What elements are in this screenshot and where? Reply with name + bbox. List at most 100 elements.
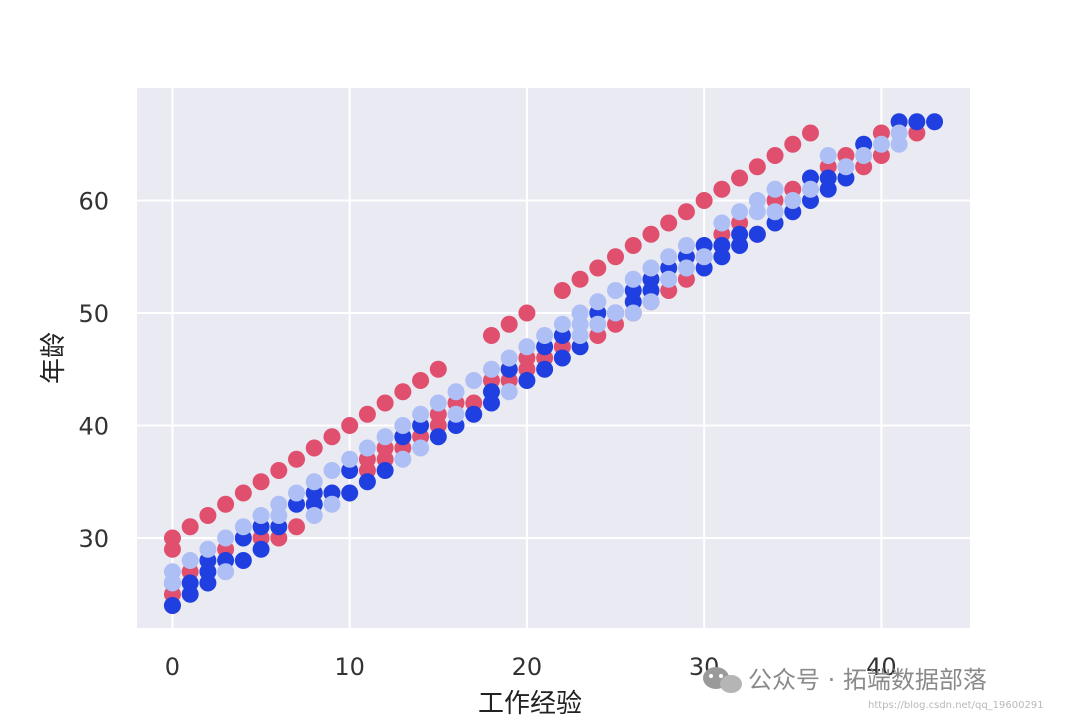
data-point-series-3 [607, 304, 625, 322]
data-point-series-2 [341, 484, 359, 502]
data-point-series-3 [270, 507, 288, 524]
data-point-series-2 [429, 428, 447, 446]
data-point-series-3 [536, 327, 554, 344]
x-tick-label: 0 [165, 653, 180, 681]
data-point-series-3 [500, 383, 518, 401]
data-point-series-3 [766, 203, 784, 221]
watermark-label: 公众号 · 拓端数据部落 [748, 666, 987, 694]
data-point-series-3 [323, 495, 341, 513]
data-point-series-3 [394, 417, 412, 434]
data-point-series-3 [217, 529, 235, 547]
data-point-series-1 [181, 518, 199, 536]
x-axis-label: 工作经验 [478, 689, 582, 719]
data-point-series-1 [429, 360, 447, 378]
data-point-series-1 [624, 237, 642, 254]
y-tick-label: 40 [78, 413, 109, 441]
x-tick-label: 10 [334, 653, 365, 681]
data-point-series-3 [234, 518, 252, 536]
data-point-series-1 [163, 540, 181, 558]
data-point-series-1 [358, 405, 376, 423]
data-point-series-3 [660, 248, 678, 266]
data-point-series-3 [429, 394, 447, 412]
data-point-series-1 [677, 203, 695, 221]
data-point-series-3 [624, 270, 642, 288]
data-point-series-3 [872, 135, 890, 153]
y-tick-label: 50 [78, 300, 109, 328]
data-points [163, 113, 944, 614]
data-point-series-3 [217, 563, 235, 581]
data-point-series-3 [305, 473, 323, 491]
data-point-series-3 [199, 540, 217, 558]
data-point-series-1 [199, 507, 217, 524]
data-point-series-3 [500, 349, 518, 367]
data-point-series-3 [890, 135, 908, 153]
data-point-series-2 [252, 540, 270, 558]
data-point-series-2 [518, 372, 536, 389]
data-point-series-3 [341, 450, 359, 468]
data-point-series-3 [553, 315, 571, 333]
data-point-series-1 [412, 372, 430, 389]
data-point-series-3 [784, 192, 802, 209]
data-point-series-1 [394, 383, 412, 401]
data-point-series-3 [376, 428, 394, 446]
data-point-series-1 [801, 124, 819, 142]
data-point-series-1 [553, 282, 571, 299]
data-point-series-3 [288, 484, 306, 502]
data-point-series-2 [376, 462, 394, 479]
data-point-series-3 [323, 462, 341, 479]
data-point-series-3 [447, 383, 465, 401]
data-point-series-3 [766, 180, 784, 198]
data-point-series-2 [926, 113, 944, 131]
data-point-series-3 [642, 259, 660, 277]
data-point-series-1 [607, 248, 625, 266]
watermark-url: https://blog.csdn.net/qq_19600291 [868, 700, 1044, 711]
data-point-series-3 [252, 507, 270, 524]
data-point-series-1 [305, 439, 323, 457]
data-point-series-2 [819, 180, 837, 198]
data-point-series-1 [217, 495, 235, 513]
data-point-series-1 [288, 518, 306, 536]
watermark: 公众号 · 拓端数据部落 https://blog.csdn.net/qq_19… [703, 666, 1044, 711]
x-tick-label: 20 [512, 653, 543, 681]
data-point-series-2 [465, 405, 483, 423]
data-point-series-2 [731, 237, 749, 254]
data-point-series-2 [358, 473, 376, 491]
data-point-series-1 [731, 169, 749, 187]
data-point-series-3 [837, 158, 855, 176]
data-point-series-3 [465, 372, 483, 389]
data-point-series-2 [536, 360, 554, 378]
data-point-series-3 [607, 282, 625, 299]
data-point-series-3 [731, 203, 749, 221]
data-point-series-1 [518, 304, 536, 322]
data-point-series-3 [305, 507, 323, 524]
data-point-series-3 [819, 147, 837, 164]
data-point-series-3 [801, 180, 819, 198]
data-point-series-3 [642, 293, 660, 311]
data-point-series-1 [288, 450, 306, 468]
data-point-series-3 [624, 304, 642, 322]
data-point-series-3 [695, 248, 713, 266]
data-point-series-3 [571, 327, 589, 344]
wechat-icon [703, 667, 742, 693]
data-point-series-2 [748, 225, 766, 243]
data-point-series-3 [358, 439, 376, 457]
data-point-series-3 [163, 574, 181, 592]
data-point-series-3 [412, 405, 430, 423]
data-point-series-2 [713, 248, 731, 266]
data-point-series-1 [695, 192, 713, 209]
data-point-series-1 [341, 417, 359, 434]
data-point-series-3 [589, 315, 607, 333]
data-point-series-1 [784, 135, 802, 153]
data-point-series-1 [323, 428, 341, 446]
data-point-series-3 [181, 552, 199, 569]
data-point-series-3 [518, 338, 536, 356]
data-point-series-1 [748, 158, 766, 176]
data-point-series-2 [553, 349, 571, 367]
data-point-series-1 [500, 315, 518, 333]
data-point-series-3 [447, 405, 465, 423]
y-axis-label: 年龄 [39, 332, 69, 384]
data-point-series-1 [270, 462, 288, 479]
data-point-series-2 [163, 597, 181, 614]
